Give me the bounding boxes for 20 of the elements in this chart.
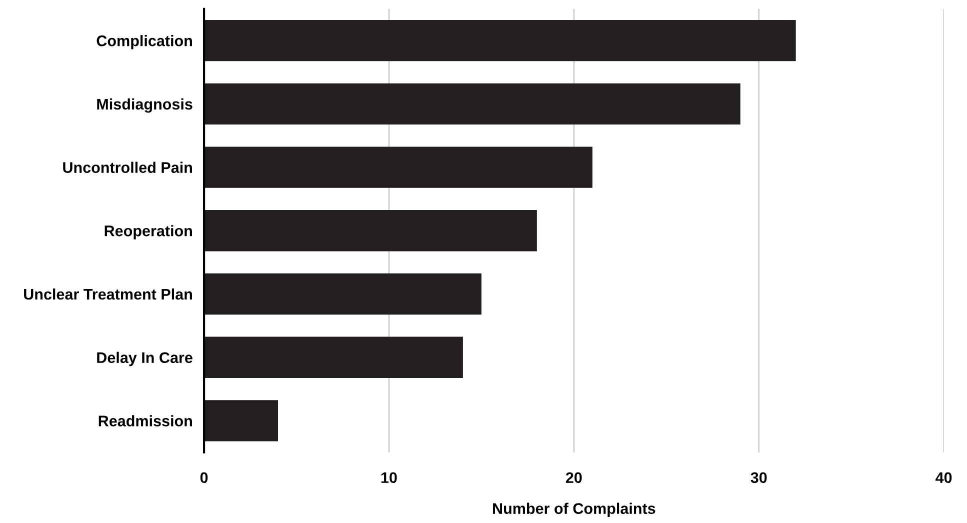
x-axis-title: Number of Complaints xyxy=(493,502,656,517)
y-tick-label: Readmission xyxy=(98,415,192,426)
y-tick-label: Unclear Treatment Plan xyxy=(24,288,192,300)
y-tick-label: Uncontrolled Pain xyxy=(63,162,192,173)
bar xyxy=(204,273,482,315)
y-tick-label: Delay In Care xyxy=(97,352,192,366)
y-tick-label: Reoperation xyxy=(104,225,192,240)
bar xyxy=(204,146,592,188)
bar xyxy=(204,83,740,125)
bar xyxy=(204,210,537,252)
y-tick-label: Complication xyxy=(96,35,192,50)
x-tick-label: 20 xyxy=(566,472,582,484)
x-tick-label: 10 xyxy=(381,472,397,484)
bar xyxy=(204,400,278,442)
x-tick-label: 0 xyxy=(200,472,208,484)
y-tick-label: Misdiagnosis xyxy=(97,98,192,113)
bar xyxy=(204,20,796,62)
bar xyxy=(204,336,463,378)
x-tick-label: 30 xyxy=(750,472,767,484)
x-tick-label: 40 xyxy=(936,472,952,484)
